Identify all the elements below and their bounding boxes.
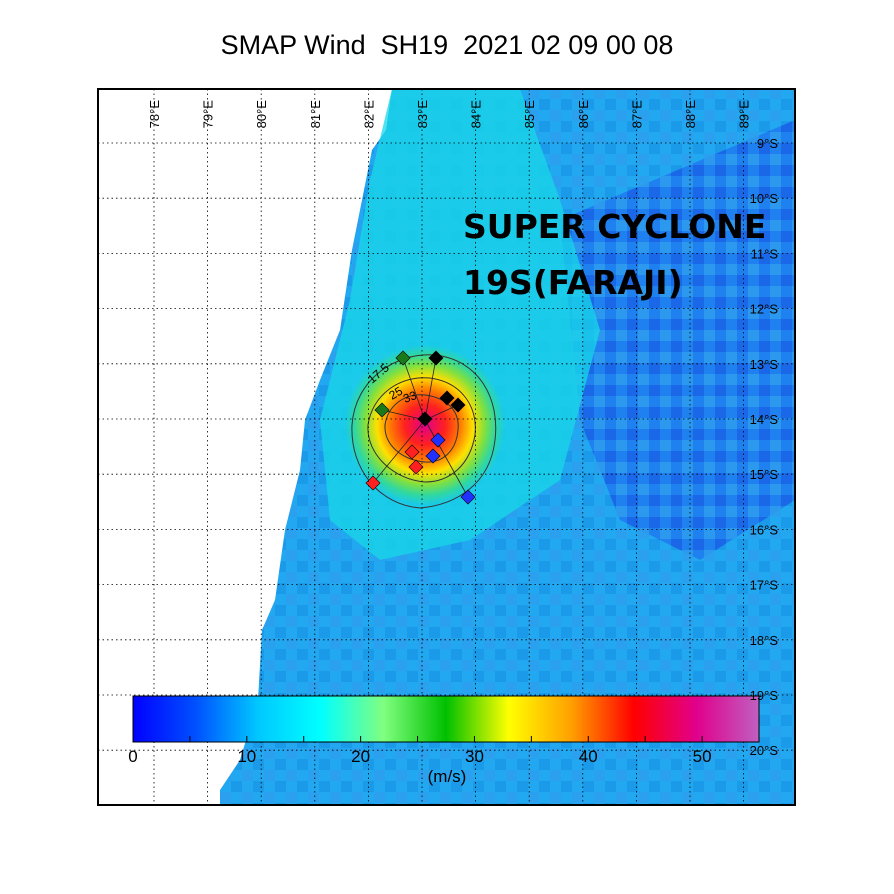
svg-text:33: 33: [401, 388, 419, 406]
latitude-label: 18°S: [750, 633, 779, 648]
longitude-label: 81°E: [308, 100, 323, 129]
svg-text:25: 25: [387, 384, 406, 403]
colorbar-tick-label: 30: [465, 747, 484, 766]
colorbar-tick-label: 20: [351, 747, 370, 766]
latitude-labels: 9°S 10°S 11°S 12°S 13°S 14°S 15°S 16°S 17°S 18°S 1…: [750, 136, 779, 758]
colorbar-ticks: [132, 736, 760, 742]
longitude-label: 80°E: [254, 100, 269, 129]
latitude-label: 11°S: [751, 246, 779, 261]
latitude-label: 13°S: [750, 357, 779, 372]
latitude-label: 10°S: [750, 191, 779, 206]
latitude-label: 16°S: [750, 522, 779, 537]
colorbar-tick-label: 0: [128, 747, 137, 766]
colorbar-tick-label: 10: [237, 747, 256, 766]
storm-name-line2: 19S(FARAJI): [463, 263, 683, 302]
colorbar-bar: [132, 695, 760, 743]
plot-area: 17.5 25 33: [98, 89, 795, 805]
longitude-label: 78°E: [147, 100, 162, 129]
wind-radii-markers: [365, 350, 476, 505]
latitude-label: 12°S: [750, 302, 779, 317]
longitude-label: 87°E: [629, 100, 644, 129]
longitude-label: 82°E: [361, 100, 376, 129]
latitude-label: 15°S: [750, 467, 779, 482]
longitude-label: 89°E: [737, 100, 752, 129]
chart-title: SMAP Wind SH19 2021 02 09 00 08: [220, 30, 674, 60]
longitude-label: 84°E: [469, 100, 484, 129]
colorbar-unit-label: (m/s): [428, 767, 467, 786]
longitude-label: 85°E: [522, 100, 537, 129]
longitude-label: 86°E: [576, 100, 591, 129]
colorbar-tick-label: 50: [693, 747, 712, 766]
longitude-label: 79°E: [201, 100, 216, 129]
latitude-label: 17°S: [750, 578, 779, 593]
latitude-label: 14°S: [750, 412, 779, 427]
colorbar-tick-label: 40: [579, 747, 598, 766]
longitude-labels: 78°E 79°E 80°E 81°E 82°E 83°E 84°E 85°E 86°E 87°E…: [147, 100, 752, 129]
longitude-label: 88°E: [683, 100, 698, 129]
latitude-label: 19°S: [750, 688, 779, 703]
storm-name-line1: SUPER CYCLONE: [463, 207, 766, 246]
graticule: [98, 89, 795, 805]
wind-contours: [351, 354, 497, 509]
latitude-label: 9°S: [757, 136, 778, 151]
colorbar-labels: 0 10 20 30 40 50: [128, 747, 711, 766]
swath-east-weaker-winds: [560, 120, 795, 560]
latitude-label: 20°S: [750, 743, 779, 758]
plot-frame: [97, 88, 796, 806]
longitude-label: 83°E: [415, 100, 430, 129]
